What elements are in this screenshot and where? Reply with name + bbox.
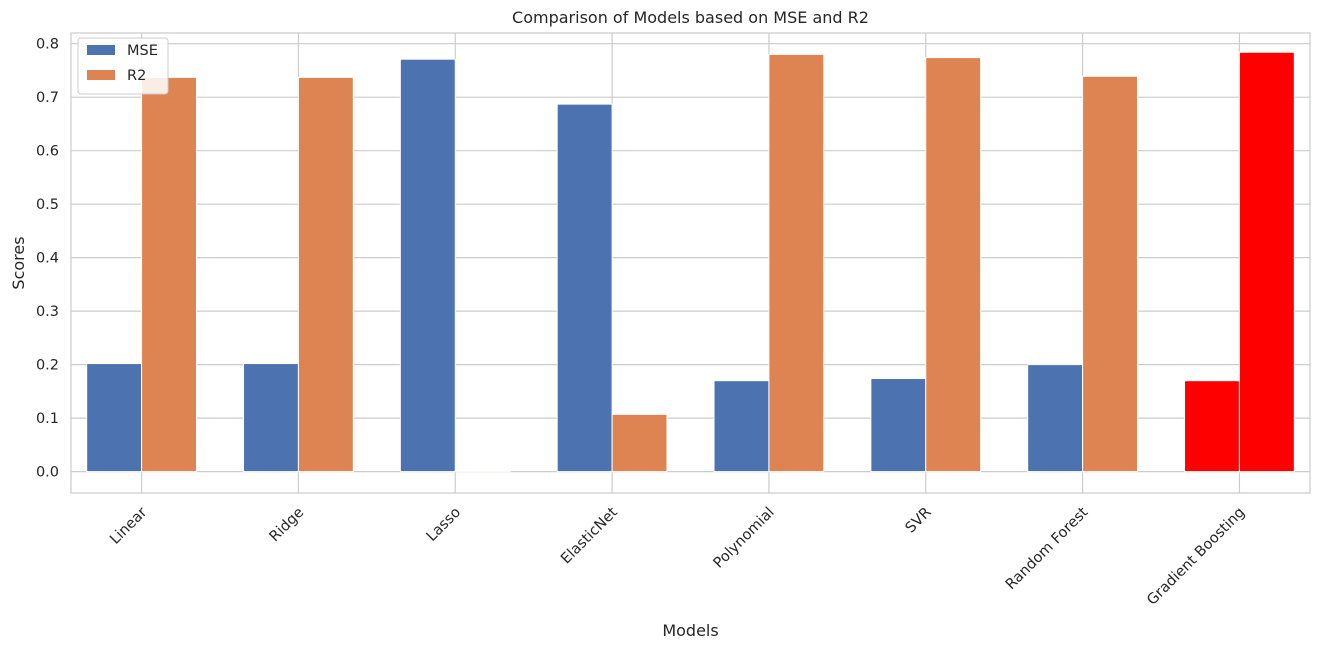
y-tick-label: 0.6 (36, 144, 59, 160)
bar-r2-svr (925, 57, 982, 473)
legend-swatch-mse (87, 45, 115, 55)
x-tick-label: ElasticNet (558, 504, 621, 567)
y-tick-label: 0.7 (36, 90, 59, 106)
y-tick-label: 0.1 (36, 411, 59, 427)
bar-mse-svr (870, 378, 927, 473)
bar-mse-gradient-boosting (1184, 380, 1240, 473)
bar-mse-polynomial (713, 380, 770, 473)
y-tick-label: 0.4 (36, 251, 59, 267)
y-tick-label: 0.0 (36, 465, 59, 481)
x-tick-labels: Linear Ridge Lasso ElasticNet Polynomial SVR R… (107, 504, 1248, 608)
bar-mse-ridge (243, 363, 299, 473)
x-tick-label: Linear (107, 504, 150, 547)
y-tick-label: 0.3 (36, 304, 59, 320)
legend-swatch-r2 (87, 70, 115, 80)
x-tick-label: Lasso (424, 504, 464, 544)
bar-mse-elasticnet (556, 103, 613, 473)
bar-r2-gradient-boosting (1238, 51, 1295, 473)
y-tick-label: 0.5 (36, 197, 59, 213)
bar-r2-lasso (454, 470, 511, 473)
bar-r2-linear (141, 76, 197, 473)
x-tick-label: SVR (903, 505, 935, 537)
bar-r2-polynomial (768, 53, 825, 473)
bar-mse-random-forest (1027, 364, 1084, 473)
plot-frame (70, 32, 1311, 494)
x-tick-label: Random Forest (1003, 504, 1092, 593)
x-tick-label: Gradient Boosting (1144, 505, 1248, 609)
bar-mse-lasso (399, 58, 456, 473)
legend-label-mse: MSE (127, 43, 158, 59)
y-tick-label: 0.8 (36, 37, 59, 53)
y-tick-label: 0.2 (36, 358, 59, 374)
bar-mse-linear (86, 363, 143, 473)
x-axis-title: Models (662, 621, 718, 640)
y-axis-title: Scores (9, 236, 28, 289)
bar-r2-elasticnet (611, 413, 668, 473)
x-tick-label: Polynomial (711, 505, 778, 572)
legend-label-r2: R2 (127, 68, 146, 84)
bar-r2-random-forest (1082, 75, 1138, 473)
legend: MSE R2 (77, 37, 169, 95)
bars-layer (86, 51, 1295, 473)
chart-title: Comparison of Models based on MSE and R2 (512, 8, 869, 27)
bar-r2-ridge (297, 76, 354, 473)
y-tick-labels: 0.0 0.1 0.2 0.3 0.4 0.5 0.6 0.7 0.8 (36, 37, 59, 481)
x-tick-label: Ridge (267, 504, 308, 545)
